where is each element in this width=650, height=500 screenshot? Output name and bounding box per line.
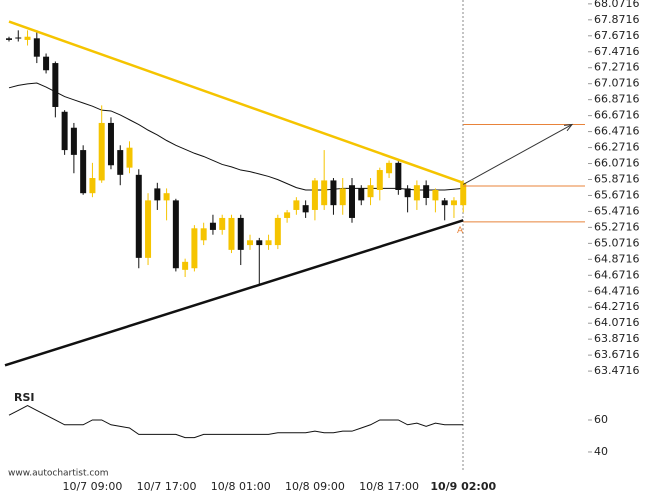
y-tick-label: 64.0716 — [594, 316, 640, 329]
candle-body — [33, 38, 40, 57]
candle-body — [376, 170, 383, 190]
candle-body — [237, 217, 244, 250]
candle-body — [460, 182, 467, 206]
y-tick-label: 63.6716 — [594, 348, 640, 361]
y-tick-label: 65.6716 — [594, 188, 640, 201]
candle-body — [247, 240, 254, 246]
y-tick-label: 67.0716 — [594, 77, 640, 90]
candle-body — [219, 217, 226, 230]
candle-body — [163, 193, 170, 201]
candle-body — [441, 200, 448, 206]
candle-body — [423, 185, 430, 198]
candle-body — [293, 200, 300, 210]
y-tick-label: 63.4716 — [594, 364, 640, 377]
candle-body — [302, 205, 309, 213]
candle-body — [98, 122, 105, 181]
candle-body — [117, 150, 124, 175]
y-tick-label: 68.0716 — [594, 0, 640, 10]
candle-body — [413, 185, 420, 201]
candle-body — [432, 190, 439, 201]
candle-body — [52, 63, 59, 107]
y-tick-label: 60 — [594, 413, 608, 426]
forecast-arrow — [462, 124, 573, 185]
candle-body — [404, 188, 411, 198]
y-tick-label: 67.8716 — [594, 13, 640, 26]
candle-body — [154, 188, 161, 201]
candle-body — [367, 185, 374, 198]
arrow-head — [563, 123, 574, 132]
rsi-line — [8, 405, 464, 439]
y-tick-label: 64.8716 — [594, 252, 640, 265]
trendline — [8, 20, 464, 184]
candle-body — [348, 185, 355, 218]
y-tick-label: 40 — [594, 445, 608, 458]
y-tick-label: 66.6716 — [594, 109, 640, 122]
y-tick-label: 63.8716 — [594, 332, 640, 345]
candle-body — [228, 217, 235, 250]
candle-body — [330, 180, 337, 206]
candle-body — [274, 217, 281, 246]
candle-body — [311, 180, 318, 210]
candle-body — [209, 222, 216, 230]
candle-body — [126, 147, 133, 168]
candle-body — [386, 162, 393, 174]
candle-body — [191, 228, 198, 269]
candle-body — [256, 240, 263, 246]
y-tick-label: 66.8716 — [594, 93, 640, 106]
y-tick-label: 67.4716 — [594, 45, 640, 58]
candle-body — [321, 180, 328, 206]
candle-body — [339, 188, 346, 206]
y-tick-label: 66.0716 — [594, 157, 640, 170]
x-tick-label: 10/9 02:00 — [430, 480, 496, 493]
candle-body — [145, 200, 152, 258]
candle-body — [358, 188, 365, 201]
candle-body — [395, 162, 402, 190]
y-tick-label: 64.4716 — [594, 284, 640, 297]
candle-body — [24, 36, 31, 40]
candle-body — [172, 200, 179, 269]
y-tick-label: 66.2716 — [594, 141, 640, 154]
pattern-label: A — [457, 226, 464, 236]
candle-body — [89, 178, 96, 194]
y-tick-label: 65.0716 — [594, 236, 640, 249]
candle-body — [182, 261, 189, 270]
candle-body — [70, 127, 77, 155]
candle-body — [200, 228, 207, 241]
y-tick-label: 66.4716 — [594, 125, 640, 138]
y-tick-label: 67.6716 — [594, 29, 640, 42]
y-tick-label: 65.8716 — [594, 172, 640, 185]
trendline — [4, 219, 464, 367]
y-tick-label: 65.2716 — [594, 220, 640, 233]
candle-body — [61, 111, 68, 151]
x-tick-label: 10/7 09:00 — [62, 480, 122, 493]
candle-body — [43, 56, 50, 71]
candle-body — [6, 38, 12, 40]
candle-body — [135, 174, 142, 258]
x-tick-label: 10/8 01:00 — [211, 480, 271, 493]
candle-body — [15, 37, 22, 39]
candle-body — [80, 150, 87, 194]
y-tick-label: 65.4716 — [594, 204, 640, 217]
y-tick-label: 64.2716 — [594, 300, 640, 313]
moving-average — [8, 82, 464, 191]
footer: www.autochartist.com — [8, 469, 109, 479]
rsi-title: RSI — [14, 391, 35, 404]
candle-body — [450, 200, 457, 206]
x-tick-label: 10/8 09:00 — [285, 480, 345, 493]
y-tick-label: 67.2716 — [594, 61, 640, 74]
x-tick-label: 10/7 17:00 — [137, 480, 197, 493]
candle-body — [107, 122, 114, 166]
x-tick-label: 10/8 17:00 — [359, 480, 419, 493]
y-tick-label: 64.6716 — [594, 268, 640, 281]
candle-body — [284, 212, 291, 218]
candle-body — [265, 240, 272, 246]
